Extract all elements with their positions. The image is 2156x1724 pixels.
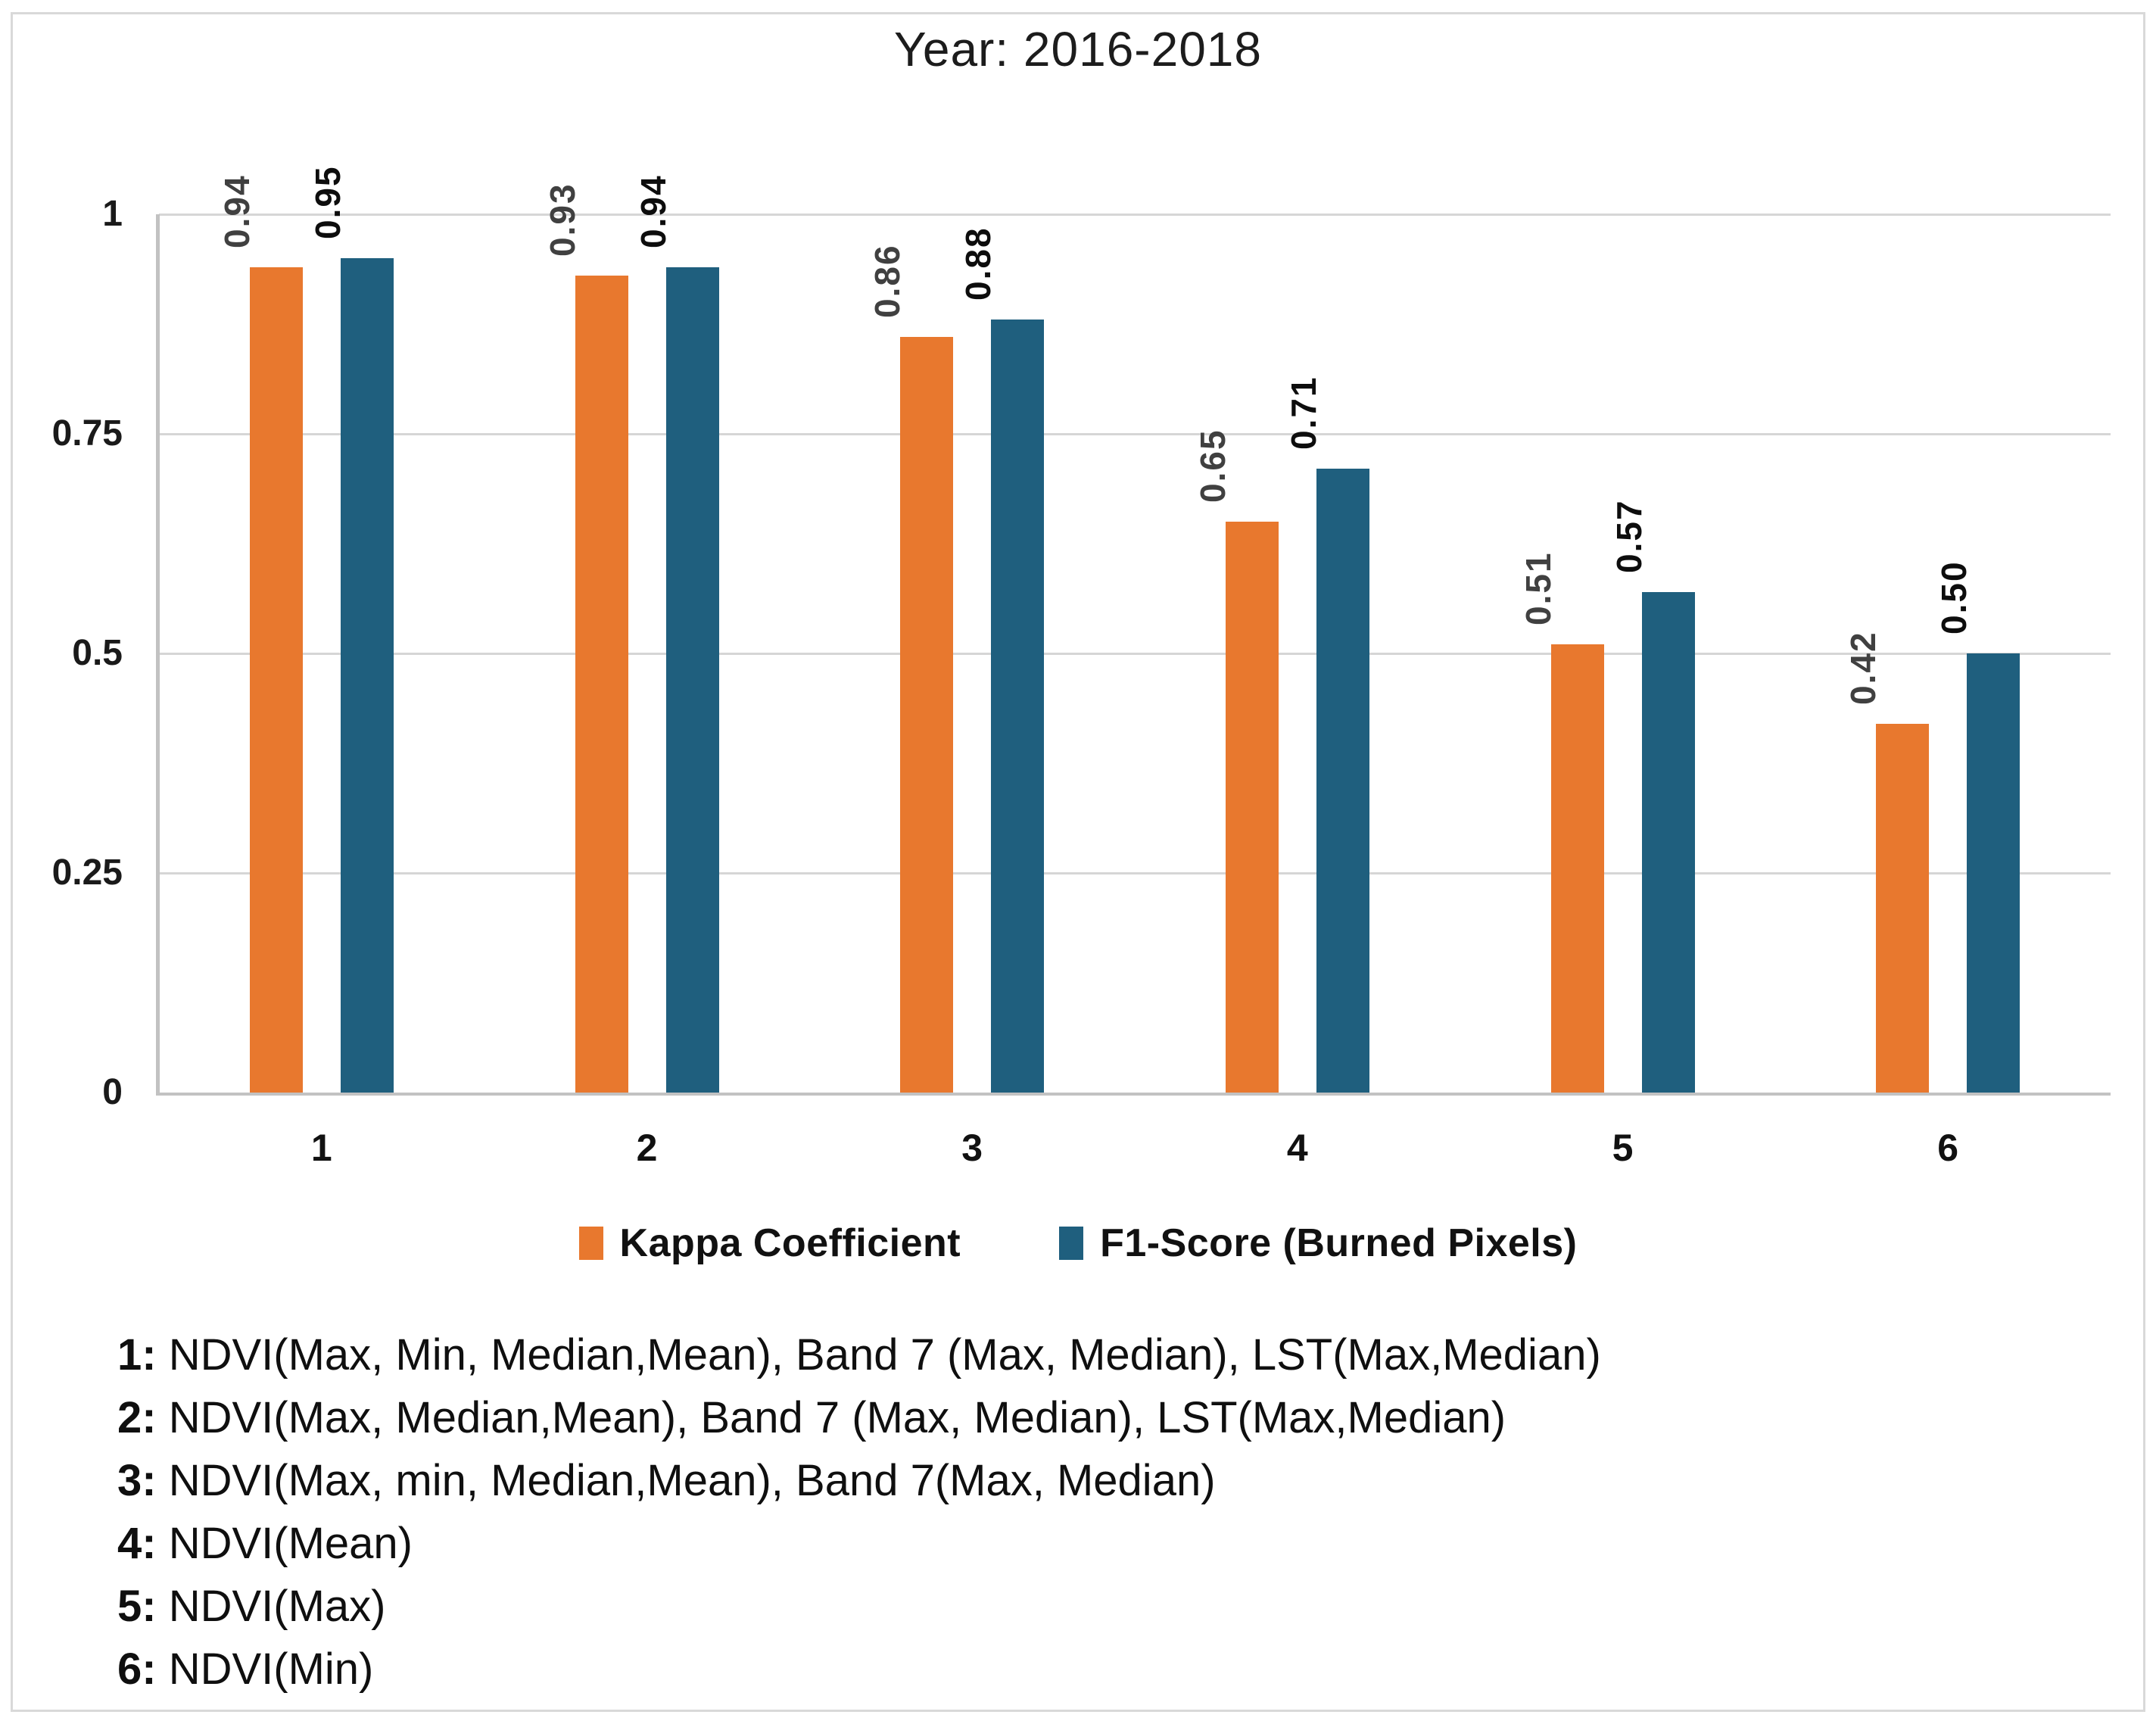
footnote-number: 6:	[117, 1645, 157, 1694]
footnote-number: 3:	[117, 1456, 157, 1505]
gridline	[159, 214, 2111, 216]
bar-value-label: 0.94	[633, 174, 673, 248]
legend-item-kappa: Kappa Coefficient	[578, 1221, 961, 1266]
footnote-line: 6: NDVI(Min)	[117, 1638, 1601, 1701]
x-axis-category-label: 4	[1286, 1127, 1308, 1169]
f1-score-swatch-icon	[1059, 1227, 1084, 1260]
chart-title: Year: 2016-2018	[894, 22, 1262, 76]
y-axis-tick-label: 0.5	[72, 633, 123, 673]
bar-value-label: 0.65	[1192, 429, 1232, 503]
bar-value-label: 0.71	[1283, 376, 1323, 450]
footnote-number: 4:	[117, 1519, 157, 1568]
bar-kappa-1	[249, 267, 303, 1093]
bar-value-label: 0.86	[868, 244, 908, 319]
footnote-text: NDVI(Mean)	[156, 1519, 413, 1568]
kappa-coefficient-swatch-icon	[578, 1227, 603, 1260]
gridline	[159, 433, 2111, 435]
x-axis-category-label: 6	[1937, 1127, 1959, 1169]
gridline	[159, 872, 2111, 874]
bar-value-label: 0.94	[217, 174, 257, 248]
footnote-text: NDVI(Min)	[156, 1645, 374, 1694]
footnote-line: 3: NDVI(Max, min, Median,Mean), Band 7(M…	[117, 1449, 1601, 1512]
bar-f1-5	[1641, 591, 1695, 1093]
bar-value-label: 0.42	[1843, 631, 1883, 705]
bar-value-label: 0.50	[1934, 560, 1974, 634]
bar-kappa-3	[900, 337, 954, 1093]
legend-label-f1: F1-Score (Burned Pixels)	[1100, 1221, 1578, 1265]
bar-value-label: 0.57	[1609, 499, 1649, 573]
bar-f1-4	[1316, 469, 1369, 1093]
legend: Kappa Coefficient F1-Score (Burned Pixel…	[0, 1221, 2156, 1266]
footnote-text: NDVI(Max, Median,Mean), Band 7 (Max, Med…	[156, 1393, 1506, 1442]
y-axis-tick-label: 0.25	[51, 853, 123, 893]
bar-kappa-6	[1876, 723, 1930, 1093]
footnote-line: 4: NDVI(Mean)	[117, 1512, 1601, 1575]
footnote-text: NDVI(Max)	[156, 1582, 386, 1631]
footnote-number: 1:	[117, 1330, 157, 1380]
footnote-line: 2: NDVI(Max, Median,Mean), Band 7 (Max, …	[117, 1386, 1601, 1449]
bar-kappa-4	[1225, 522, 1279, 1093]
x-axis-category-label: 2	[636, 1127, 658, 1169]
footnote-line: 5: NDVI(Max)	[117, 1575, 1601, 1638]
bar-value-label: 0.51	[1518, 551, 1558, 626]
footnote-text: NDVI(Max, Min, Median,Mean), Band 7 (Max…	[156, 1330, 1601, 1380]
bar-value-label: 0.95	[307, 165, 347, 239]
footnote-list: 1: NDVI(Max, Min, Median,Mean), Band 7 (…	[117, 1323, 1601, 1701]
y-axis-tick-label: 0	[102, 1072, 123, 1112]
y-axis-line	[156, 214, 160, 1093]
bar-value-label: 0.88	[958, 226, 999, 301]
bar-kappa-5	[1550, 644, 1604, 1093]
x-axis-category-label: 5	[1612, 1127, 1634, 1169]
bar-kappa-2	[575, 276, 628, 1093]
x-axis-line	[156, 1093, 2111, 1096]
footnote-text: NDVI(Max, min, Median,Mean), Band 7(Max,…	[156, 1456, 1216, 1505]
footnote-number: 2:	[117, 1393, 157, 1442]
x-axis-category-label: 1	[310, 1127, 332, 1169]
y-axis-tick-label: 1	[102, 194, 123, 234]
bar-value-label: 0.93	[542, 182, 582, 257]
y-axis-tick-label: 0.75	[51, 413, 123, 454]
bar-f1-2	[665, 267, 719, 1093]
footnote-number: 5:	[117, 1582, 157, 1631]
footnote-line: 1: NDVI(Max, Min, Median,Mean), Band 7 (…	[117, 1323, 1601, 1386]
bar-f1-6	[1967, 653, 2020, 1093]
legend-item-f1: F1-Score (Burned Pixels)	[1059, 1221, 1577, 1266]
bar-f1-1	[340, 258, 394, 1093]
gridline	[159, 653, 2111, 655]
legend-label-kappa: Kappa Coefficient	[619, 1221, 961, 1265]
bar-f1-3	[991, 320, 1045, 1093]
x-axis-category-label: 3	[961, 1127, 983, 1169]
